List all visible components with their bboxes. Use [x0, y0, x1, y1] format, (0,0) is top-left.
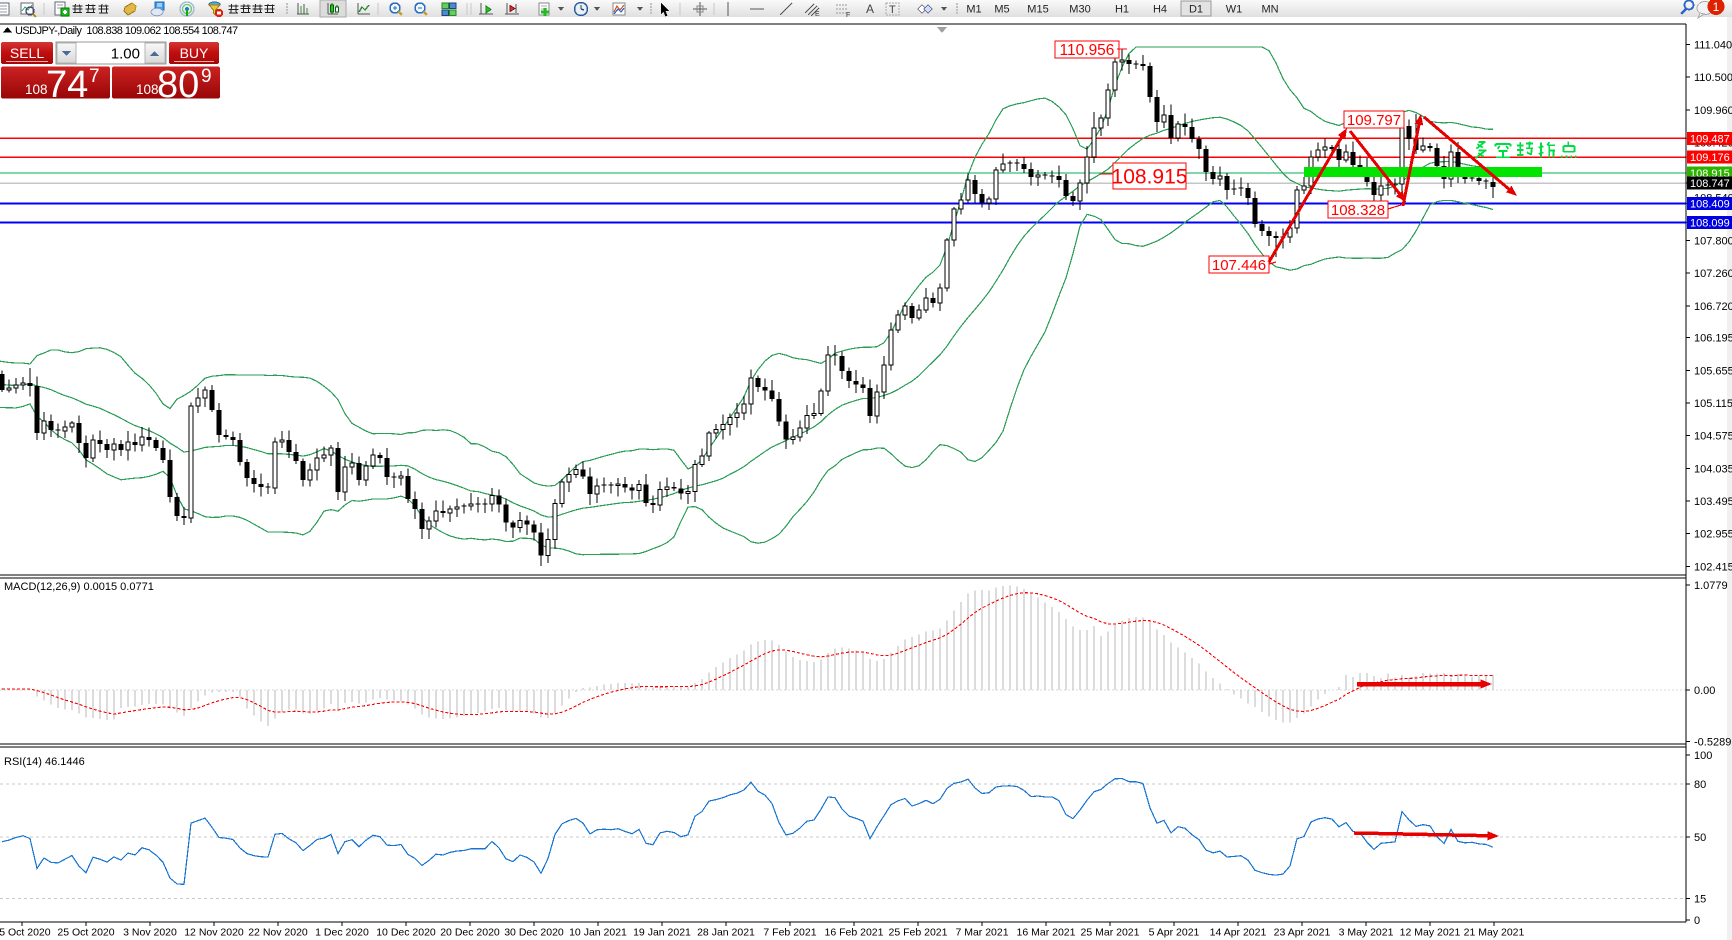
svg-text:110.956: 110.956 — [1060, 42, 1115, 59]
svg-text:BUY: BUY — [180, 45, 209, 61]
svg-text:7 Mar 2021: 7 Mar 2021 — [955, 927, 1008, 939]
svg-text:74: 74 — [46, 64, 88, 106]
svg-text:105.115: 105.115 — [1694, 398, 1732, 410]
svg-text:RSI(14) 46.1446: RSI(14) 46.1446 — [4, 756, 85, 768]
svg-text:12 Nov 2020: 12 Nov 2020 — [184, 927, 244, 939]
svg-text:3 May 2021: 3 May 2021 — [1339, 927, 1394, 939]
svg-text:SELL: SELL — [10, 45, 44, 61]
svg-text:MN: MN — [1261, 4, 1278, 16]
svg-text:110.500: 110.500 — [1694, 72, 1732, 84]
svg-text:16 Feb 2021: 16 Feb 2021 — [825, 927, 884, 939]
svg-text:108.915: 108.915 — [1112, 166, 1188, 189]
svg-text:5 Apr 2021: 5 Apr 2021 — [1149, 927, 1200, 939]
svg-text:21 May 2021: 21 May 2021 — [1464, 927, 1525, 939]
svg-text:D1: D1 — [1189, 4, 1203, 16]
svg-text:7: 7 — [89, 66, 100, 87]
svg-text:USDJPY-,Daily 108.838 109.062: USDJPY-,Daily 108.838 109.062 108.554 10… — [15, 25, 238, 37]
svg-text:23 Apr 2021: 23 Apr 2021 — [1274, 927, 1331, 939]
svg-text:1.00: 1.00 — [111, 46, 140, 63]
svg-text:30 Dec 2020: 30 Dec 2020 — [504, 927, 564, 939]
svg-text:107.800: 107.800 — [1694, 236, 1732, 248]
svg-text:M5: M5 — [994, 4, 1009, 16]
svg-text:105.655: 105.655 — [1694, 365, 1732, 377]
svg-text:M15: M15 — [1027, 4, 1048, 16]
svg-text:108: 108 — [136, 82, 159, 97]
svg-text:108.747: 108.747 — [1690, 178, 1730, 190]
svg-text:15: 15 — [1694, 894, 1706, 906]
svg-text:16 Mar 2021: 16 Mar 2021 — [1017, 927, 1076, 939]
svg-text:1.0779: 1.0779 — [1694, 580, 1728, 592]
svg-text:A: A — [866, 2, 874, 16]
svg-text:20 Dec 2020: 20 Dec 2020 — [440, 927, 500, 939]
svg-text:103.495: 103.495 — [1694, 496, 1732, 508]
svg-text:50: 50 — [1694, 832, 1706, 844]
svg-text:1 Dec 2020: 1 Dec 2020 — [315, 927, 369, 939]
svg-text:28 Jan 2021: 28 Jan 2021 — [697, 927, 755, 939]
svg-text:107.446: 107.446 — [1212, 257, 1266, 274]
svg-text:109.176: 109.176 — [1690, 152, 1730, 164]
svg-text:10 Dec 2020: 10 Dec 2020 — [376, 927, 436, 939]
svg-text:M30: M30 — [1069, 4, 1090, 16]
svg-text:106.195: 106.195 — [1694, 333, 1732, 345]
svg-text:109.487: 109.487 — [1690, 133, 1730, 145]
svg-text:102.415: 102.415 — [1694, 561, 1732, 573]
svg-text:107.260: 107.260 — [1694, 268, 1732, 280]
svg-text:0.00: 0.00 — [1694, 685, 1715, 697]
svg-text:15 Oct 2020: 15 Oct 2020 — [0, 927, 51, 939]
svg-text:108.409: 108.409 — [1690, 199, 1730, 211]
svg-text:14 Apr 2021: 14 Apr 2021 — [1210, 927, 1267, 939]
svg-text:19 Jan 2021: 19 Jan 2021 — [633, 927, 691, 939]
svg-text:80: 80 — [1694, 779, 1706, 791]
svg-text:100: 100 — [1694, 750, 1712, 762]
svg-text:108.099: 108.099 — [1690, 217, 1730, 229]
svg-text:104.575: 104.575 — [1694, 431, 1732, 443]
svg-text:111.040: 111.040 — [1694, 39, 1732, 51]
svg-text:W1: W1 — [1226, 4, 1243, 16]
svg-text:25 Oct 2020: 25 Oct 2020 — [57, 927, 114, 939]
svg-text:MACD(12,26,9) 0.0015 0.0771: MACD(12,26,9) 0.0015 0.0771 — [4, 581, 154, 593]
svg-text:H1: H1 — [1115, 4, 1129, 16]
svg-text:-0.5289: -0.5289 — [1694, 737, 1731, 749]
svg-text:7 Feb 2021: 7 Feb 2021 — [763, 927, 816, 939]
svg-text:T: T — [889, 4, 896, 16]
svg-text:9: 9 — [201, 66, 212, 87]
svg-text:109.960: 109.960 — [1694, 105, 1732, 117]
svg-text:104.035: 104.035 — [1694, 463, 1732, 475]
svg-text:106.720: 106.720 — [1694, 301, 1732, 313]
svg-text:22 Nov 2020: 22 Nov 2020 — [248, 927, 308, 939]
svg-text:10 Jan 2021: 10 Jan 2021 — [569, 927, 627, 939]
svg-text:102.955: 102.955 — [1694, 529, 1732, 541]
svg-text:H4: H4 — [1153, 4, 1167, 16]
svg-text:F: F — [846, 12, 850, 19]
svg-text:3 Nov 2020: 3 Nov 2020 — [123, 927, 177, 939]
svg-text:25 Feb 2021: 25 Feb 2021 — [889, 927, 948, 939]
svg-text:109.797: 109.797 — [1347, 112, 1401, 129]
svg-text:12 May 2021: 12 May 2021 — [1400, 927, 1461, 939]
svg-text:25 Mar 2021: 25 Mar 2021 — [1081, 927, 1140, 939]
svg-text:0: 0 — [1694, 915, 1700, 927]
svg-text:108: 108 — [25, 82, 48, 97]
svg-text:E: E — [815, 11, 820, 18]
svg-text:108.328: 108.328 — [1331, 202, 1385, 219]
svg-text:1: 1 — [1713, 0, 1720, 14]
svg-text:80: 80 — [157, 64, 199, 106]
svg-text:M1: M1 — [966, 4, 981, 16]
